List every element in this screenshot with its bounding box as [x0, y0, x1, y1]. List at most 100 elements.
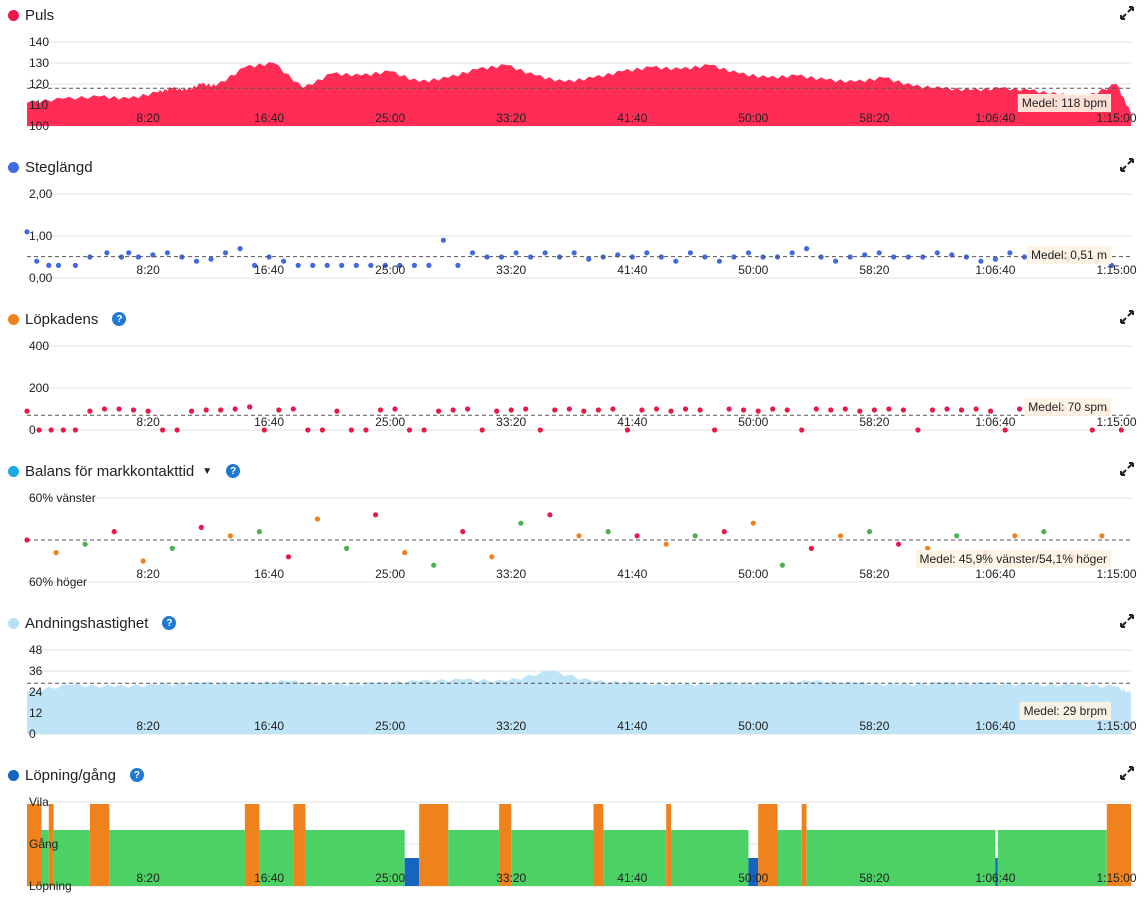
data-point	[368, 262, 374, 268]
dropdown-caret-icon[interactable]: ▼	[202, 465, 213, 477]
expand-icon[interactable]	[1120, 310, 1134, 324]
state-segment	[27, 804, 42, 886]
expand-icon[interactable]	[1120, 766, 1134, 780]
state-segment	[777, 830, 802, 886]
chart-kadens: 400 200 0 8:20 16:40 25:00 33:20 41:40 50:00 58:2…	[24, 339, 1137, 437]
expand-icon[interactable]	[1120, 614, 1134, 628]
y-tick-label: 0	[29, 423, 36, 437]
data-point	[348, 427, 354, 433]
state-segment	[806, 830, 996, 886]
state-segment	[997, 830, 1107, 886]
data-point	[944, 406, 950, 412]
chart-andning: 48 36 24 12 0 8:20 16:40 25:00 33:20 41:40 50:00 58…	[27, 643, 1137, 741]
data-point	[431, 562, 437, 568]
expand-icon[interactable]	[1120, 6, 1134, 20]
x-tick-label: 50:00	[738, 719, 768, 733]
panel-balans: Balans för markkontakttid ▼? 60% vänster 60…	[0, 456, 1144, 608]
x-tick-label: 50:00	[738, 111, 768, 125]
state-segment	[259, 830, 294, 886]
data-point	[208, 256, 214, 262]
data-point	[60, 427, 66, 433]
data-point	[479, 427, 485, 433]
y-tick-label: 200	[29, 381, 49, 395]
help-icon[interactable]: ?	[129, 768, 144, 782]
data-point	[104, 250, 110, 256]
data-point	[702, 254, 708, 260]
data-point	[808, 545, 815, 551]
data-point	[692, 533, 698, 539]
data-point	[992, 256, 999, 262]
data-point	[72, 427, 78, 433]
data-point	[82, 541, 88, 547]
help-icon[interactable]: ?	[112, 312, 127, 326]
series-dot-icon	[8, 161, 19, 173]
data-point	[770, 406, 776, 412]
data-point	[465, 406, 471, 412]
data-point	[87, 408, 93, 414]
x-tick-label: 50:00	[738, 263, 768, 277]
data-point	[460, 529, 466, 535]
data-point	[523, 406, 529, 412]
y-tick-label: 2,00	[29, 187, 53, 201]
x-tick-label: 50:00	[738, 415, 768, 429]
data-point	[1109, 262, 1115, 268]
data-point	[905, 254, 911, 260]
x-tick-label: 8:20	[136, 415, 160, 429]
data-point	[741, 407, 747, 413]
data-point	[252, 262, 258, 268]
data-point	[48, 427, 54, 433]
state-segment	[404, 858, 420, 886]
data-point	[53, 550, 59, 556]
data-point	[668, 408, 674, 414]
data-point	[310, 262, 316, 268]
expand-icon[interactable]	[1120, 462, 1134, 476]
state-segment	[48, 804, 54, 886]
data-point	[498, 254, 505, 260]
data-point	[116, 406, 122, 412]
data-point	[450, 407, 456, 413]
data-point	[784, 407, 790, 413]
y-tick-label: 120	[29, 77, 49, 91]
data-point	[111, 529, 117, 535]
data-point	[750, 520, 756, 526]
help-icon[interactable]: ?	[162, 616, 177, 630]
x-tick-label: 25:00	[375, 111, 405, 125]
panel-title: Puls	[25, 6, 55, 24]
x-tick-label: 16:40	[254, 111, 284, 125]
x-tick-label: 41:40	[617, 111, 647, 125]
data-point	[1007, 250, 1013, 256]
data-point	[222, 250, 229, 256]
data-point	[353, 262, 359, 268]
expand-icon[interactable]	[1120, 158, 1134, 172]
panel-title-row: Löpning/gång?	[8, 765, 144, 785]
data-point	[24, 408, 30, 414]
x-tick-label: 41:40	[617, 415, 647, 429]
state-segment	[748, 858, 759, 886]
y-tick-label: 36	[29, 664, 43, 678]
data-point	[958, 407, 965, 413]
panel-title-row: Balans för markkontakttid ▼?	[8, 461, 241, 481]
x-tick-label: 1:15:00	[1096, 871, 1136, 885]
data-point	[1017, 406, 1023, 412]
data-point	[232, 406, 238, 412]
x-tick-label: 25:00	[375, 871, 405, 885]
data-point	[218, 407, 224, 413]
x-tick-label: 1:15:00	[1096, 111, 1136, 125]
data-point	[24, 229, 30, 235]
x-tick-label: 41:40	[617, 871, 647, 885]
x-tick-label: 33:20	[496, 871, 526, 885]
x-tick-label: 16:40	[254, 719, 284, 733]
data-point	[421, 427, 427, 433]
x-tick-label: 41:40	[617, 719, 647, 733]
help-icon[interactable]: ?	[226, 464, 241, 478]
x-tick-label: 33:20	[496, 719, 526, 733]
data-point	[72, 262, 78, 268]
data-point	[344, 545, 350, 551]
data-point	[876, 250, 882, 256]
x-tick-label: 8:20	[136, 111, 160, 125]
data-point	[712, 427, 718, 433]
y-tick-label: 110	[29, 98, 48, 112]
state-segment	[671, 830, 749, 886]
data-point	[988, 408, 994, 414]
data-point	[87, 254, 93, 260]
